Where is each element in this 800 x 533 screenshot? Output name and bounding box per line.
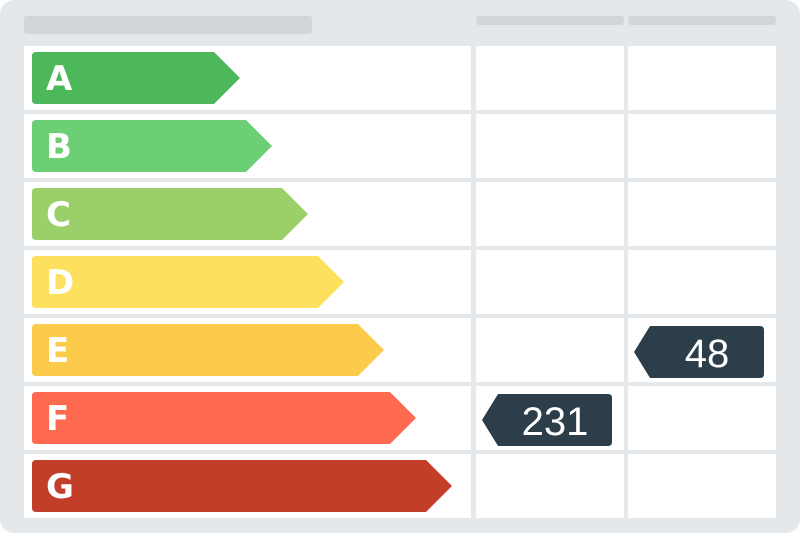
indicator-value: 48: [685, 332, 730, 376]
rating-letter: G: [46, 467, 74, 507]
cell: [476, 182, 624, 246]
cell: [476, 454, 624, 518]
cell: [476, 46, 624, 110]
cell: [628, 182, 776, 246]
rating-arrow: [32, 52, 240, 104]
cell: [476, 250, 624, 314]
rating-letter: B: [46, 127, 72, 167]
column-header-bar: [476, 16, 624, 25]
indicator-arrow: [634, 326, 764, 378]
rating-arrow: [32, 120, 272, 172]
cell: [628, 114, 776, 178]
rating-letter: C: [46, 195, 71, 235]
indicator-arrow: [482, 394, 612, 446]
cell: [628, 46, 776, 110]
watermark: habitadia: [344, 250, 457, 278]
cell: [476, 114, 624, 178]
column-header-bar: [628, 16, 776, 25]
cell: [628, 386, 776, 450]
rating-arrow: [32, 324, 384, 376]
cell: [476, 318, 624, 382]
cell: [628, 250, 776, 314]
rating-letter: D: [46, 263, 74, 303]
rating-arrow: [32, 256, 344, 308]
cell: [628, 454, 776, 518]
rating-letter: A: [46, 59, 73, 99]
rating-arrow: [32, 188, 308, 240]
header-bar: [24, 16, 312, 34]
rating-letter: F: [46, 399, 69, 439]
indicator-value: 231: [522, 400, 589, 444]
rating-arrow: [32, 460, 452, 512]
rating-arrow: [32, 392, 416, 444]
rating-letter: E: [46, 331, 69, 371]
